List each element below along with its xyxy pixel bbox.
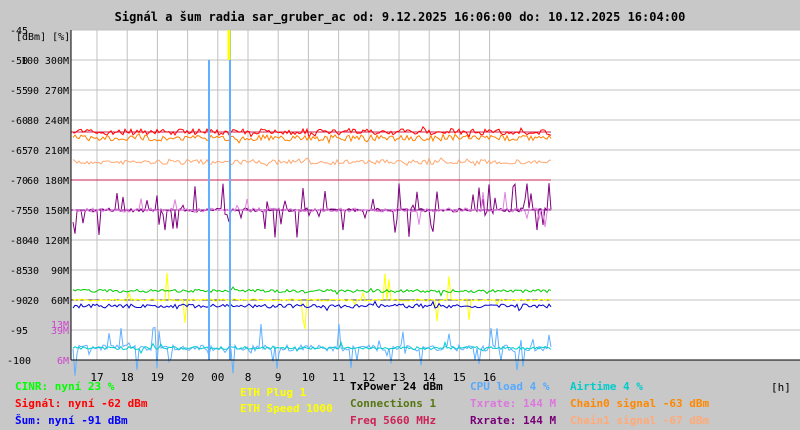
x-tick-label: 00 — [211, 371, 224, 384]
y-tick-dbm: -85 — [10, 266, 28, 277]
y-tick-rate: 150M — [45, 206, 69, 217]
x-tick-label: 14 — [423, 371, 437, 384]
y-tick-pct: 50 — [27, 206, 39, 217]
x-tick-label: 16 — [483, 371, 496, 384]
series-txrate — [72, 191, 552, 227]
y-tick-pct: 30 — [27, 266, 39, 277]
x-tick-label: 20 — [181, 371, 194, 384]
legend-item-chain1: Chain1 signal -67 dBm — [570, 414, 710, 427]
series-eth-speed — [72, 272, 552, 330]
y-tick-dbm: -95 — [10, 326, 28, 337]
x-tick-label: 10 — [302, 371, 315, 384]
series-noise — [72, 300, 552, 312]
legend-item-eth-plug: ETH Plug 1 — [240, 386, 307, 399]
y-tick-dbm: -55 — [10, 86, 28, 97]
series-cpu — [72, 324, 552, 376]
legend-item-txpower: TxPower 24 dBm — [350, 380, 443, 393]
legend-item-rxrate: Rxrate: 144 M — [470, 414, 557, 427]
x-tick-label: 13 — [392, 371, 405, 384]
y-tick-dbm: -65 — [10, 146, 28, 157]
legend-item-airtime: Airtime 4 % — [570, 380, 643, 393]
y-tick-rate: 39M — [51, 326, 69, 337]
y-tick-pct: 100 — [21, 56, 39, 67]
y-tick-rate: 180M — [45, 176, 69, 187]
x-tick-label: 15 — [453, 371, 466, 384]
y-tick-dbm: -100 — [7, 356, 31, 367]
y-tick-pct: 60 — [27, 176, 39, 187]
y-tick-rate: 90M — [51, 266, 69, 277]
series-group — [72, 30, 552, 376]
series-signal — [72, 125, 552, 139]
x-axis-unit: [h] — [771, 381, 791, 394]
x-tick-label: 17 — [90, 371, 103, 384]
legend-item-cpu-load: CPU load 4 % — [470, 380, 550, 393]
y-tick-pct: 40 — [27, 236, 39, 247]
y-tick-rate: 6M — [57, 356, 69, 367]
legend-item-connections: Connections 1 — [350, 397, 437, 410]
y-tick-pct: 80 — [27, 116, 39, 127]
series-chain0 — [72, 132, 552, 145]
y-tick-rate: 13M — [51, 320, 69, 331]
series-airtime — [72, 340, 552, 355]
y-tick-dbm: -45 — [10, 26, 28, 37]
y-tick-dbm: -50 — [10, 56, 28, 67]
legend-item-freq: Freq 5660 MHz — [350, 414, 437, 427]
y-tick-rate: 120M — [45, 236, 69, 247]
x-tick-label: 19 — [151, 371, 164, 384]
series-cinr — [72, 286, 552, 297]
y-tick-pct: 20 — [27, 296, 39, 307]
y-tick-pct: 70 — [27, 146, 39, 157]
y-tick-dbm: -90 — [10, 296, 28, 307]
x-tick-label: 12 — [362, 371, 375, 384]
legend-item-txrate: Txrate: 144 M — [470, 397, 557, 410]
y-tick-dbm: -75 — [10, 206, 28, 217]
x-tick-label: 8 — [245, 371, 252, 384]
y-tick-dbm: -60 — [10, 116, 28, 127]
y-tick-rate: 60M — [51, 296, 69, 307]
y-tick-dbm: -70 — [10, 176, 28, 187]
y-tick-rate: 210M — [45, 146, 69, 157]
x-tick-label: 9 — [275, 371, 282, 384]
y-tick-rate: 240M — [45, 116, 69, 127]
y-tick-dbm: -80 — [10, 236, 28, 247]
y-axis-unit: [dBm] [%] — [16, 32, 70, 43]
y-tick-pct: 90 — [27, 86, 39, 97]
legend-item-eth-speed: ETH Speed 1000 — [240, 402, 333, 415]
series-chain1 — [72, 156, 552, 167]
y-tick-rate: 270M — [45, 86, 69, 97]
x-tick-label: 18 — [121, 371, 134, 384]
x-tick-label: 11 — [332, 371, 345, 384]
chart-title: Signál a šum radia sar_gruber_ac od: 9.1… — [114, 10, 686, 24]
legend-item-cinr: CINR: nyní 23 % — [15, 380, 115, 393]
legend-item-noise: Šum: nyní -91 dBm — [15, 414, 128, 427]
legend-item-chain0: Chain0 signal -63 dBm — [570, 397, 710, 410]
legend-item-signal: Signál: nyní -62 dBm — [15, 397, 148, 410]
y-tick-rate: 300M — [45, 56, 69, 67]
